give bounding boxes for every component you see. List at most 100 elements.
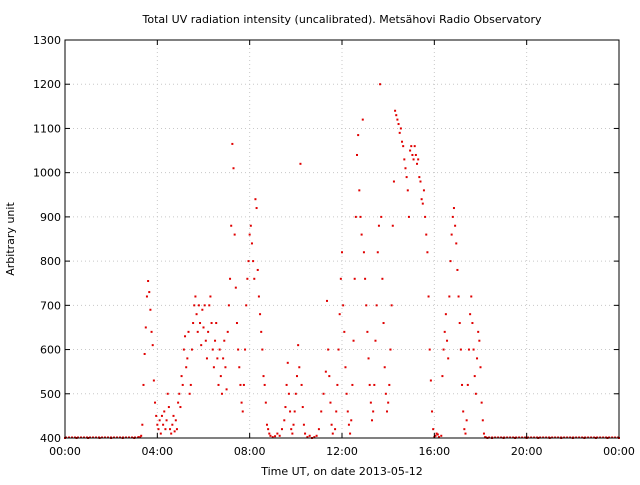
data-point xyxy=(327,348,330,351)
data-point xyxy=(383,366,386,369)
data-point xyxy=(352,339,355,342)
data-point xyxy=(287,392,290,395)
data-point xyxy=(232,167,235,170)
data-point xyxy=(268,432,271,435)
data-point xyxy=(406,189,409,192)
data-point xyxy=(300,383,303,386)
data-point xyxy=(315,434,318,437)
data-point xyxy=(227,304,230,307)
data-point xyxy=(295,375,298,378)
data-point xyxy=(298,366,301,369)
data-point xyxy=(421,202,424,205)
data-point xyxy=(284,406,287,409)
data-point xyxy=(450,233,453,236)
data-point xyxy=(197,304,200,307)
y-tick-label: 900 xyxy=(40,211,61,224)
data-point xyxy=(175,428,178,431)
data-point xyxy=(156,423,159,426)
data-point xyxy=(254,198,257,201)
data-point xyxy=(283,419,286,422)
data-point xyxy=(397,123,400,126)
data-point xyxy=(470,295,473,298)
data-point xyxy=(373,383,376,386)
data-point xyxy=(412,158,415,161)
data-point xyxy=(265,423,268,426)
data-point xyxy=(354,215,357,218)
data-point xyxy=(478,339,481,342)
data-point xyxy=(264,401,267,404)
y-tick-label: 700 xyxy=(40,299,61,312)
data-point xyxy=(403,158,406,161)
data-point xyxy=(335,410,338,413)
data-point xyxy=(437,436,440,439)
data-point xyxy=(395,114,398,117)
data-point xyxy=(154,401,157,404)
data-point xyxy=(199,322,202,325)
data-point xyxy=(190,348,193,351)
data-point xyxy=(409,149,412,152)
data-point xyxy=(402,145,405,148)
data-point xyxy=(390,304,393,307)
data-point xyxy=(477,330,480,333)
data-point xyxy=(225,388,228,391)
x-tick-label: 08:00 xyxy=(234,445,266,458)
data-point xyxy=(341,251,343,254)
data-point xyxy=(241,410,244,413)
data-point xyxy=(357,134,360,137)
data-point xyxy=(172,414,175,417)
data-point xyxy=(174,419,177,422)
data-point xyxy=(216,357,219,360)
data-point xyxy=(159,432,162,435)
data-point xyxy=(162,423,165,426)
data-point xyxy=(215,322,218,325)
data-point xyxy=(165,419,168,422)
data-point xyxy=(217,383,220,386)
data-point xyxy=(195,313,198,316)
x-tick-label: 00:00 xyxy=(49,445,81,458)
data-point xyxy=(386,410,389,413)
data-point xyxy=(278,434,281,437)
data-point xyxy=(480,401,483,404)
data-point xyxy=(469,313,472,316)
data-point xyxy=(419,180,422,183)
data-point xyxy=(471,322,474,325)
data-point xyxy=(238,366,241,369)
data-point xyxy=(462,410,465,413)
data-point xyxy=(359,215,362,218)
data-point xyxy=(444,313,447,316)
data-point xyxy=(246,277,249,280)
data-point xyxy=(436,433,439,436)
data-point xyxy=(143,352,146,355)
data-point xyxy=(459,348,462,351)
data-point xyxy=(374,339,377,342)
data-point xyxy=(147,280,150,283)
data-point xyxy=(182,348,185,351)
data-point xyxy=(457,295,460,298)
data-point xyxy=(169,428,172,431)
data-point xyxy=(250,242,253,245)
data-point xyxy=(396,118,399,121)
data-point xyxy=(157,428,160,431)
data-point xyxy=(259,313,262,316)
data-point xyxy=(442,348,445,351)
data-point xyxy=(142,383,145,386)
data-point xyxy=(435,432,438,435)
data-point xyxy=(379,83,382,86)
data-point xyxy=(211,348,214,351)
data-point xyxy=(173,430,176,433)
data-point xyxy=(155,414,158,417)
data-point xyxy=(380,215,383,218)
data-point xyxy=(192,322,195,325)
x-tick-label: 04:00 xyxy=(141,445,173,458)
data-point xyxy=(427,295,430,298)
data-point xyxy=(407,215,410,218)
data-point xyxy=(249,224,252,227)
data-point xyxy=(473,375,476,378)
data-point xyxy=(150,330,153,333)
data-point xyxy=(286,361,289,364)
data-point xyxy=(388,383,391,386)
data-point xyxy=(324,370,327,373)
data-point xyxy=(428,348,431,351)
data-point xyxy=(189,383,192,386)
